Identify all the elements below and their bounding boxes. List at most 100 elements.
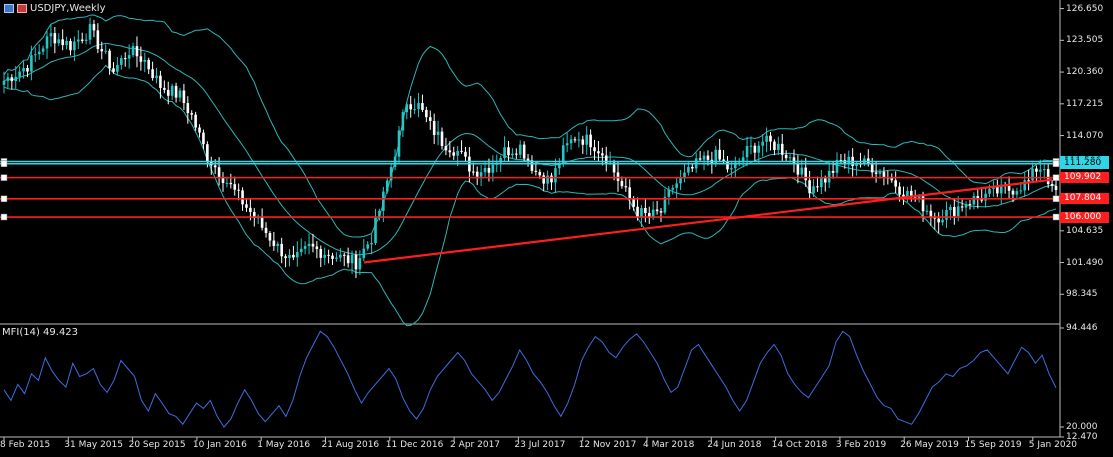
candle-body [839, 160, 843, 162]
candle-body [1019, 190, 1023, 192]
candle-body [714, 149, 718, 164]
candle-body [335, 257, 338, 259]
candle-body [155, 75, 158, 79]
candle-body [444, 145, 448, 151]
candle-body [229, 182, 233, 185]
level-handle-left[interactable] [0, 213, 8, 221]
candle-body [417, 103, 420, 110]
candle-body [953, 207, 956, 217]
candle-body [178, 90, 182, 98]
candle-body [1027, 180, 1030, 182]
candle-body [581, 139, 585, 145]
candle-body [636, 206, 639, 218]
candle-body [303, 245, 307, 249]
candle-body [471, 171, 475, 173]
candle-body [331, 255, 334, 259]
level-handle-right[interactable] [1052, 160, 1060, 167]
candle-body [917, 196, 921, 199]
candle-body [624, 186, 628, 188]
candle-body [757, 145, 761, 153]
candle-body [542, 175, 545, 184]
candle-body [323, 254, 326, 258]
candle-body [769, 135, 772, 142]
candle-body [675, 183, 678, 188]
mfi-line [3, 330, 1057, 428]
level-handle-right[interactable] [1052, 174, 1060, 181]
candle-body [933, 217, 937, 219]
candle-body [346, 255, 350, 264]
candle-body [53, 33, 57, 44]
candle-body [452, 152, 456, 156]
candle-body [671, 187, 675, 190]
candle-body [26, 68, 29, 72]
candle-body [123, 58, 127, 60]
candle-body [996, 186, 999, 194]
candle-body [499, 158, 502, 163]
time-tick-label: 2 Apr 2017 [450, 440, 501, 450]
time-tick-label: 11 Dec 2016 [385, 440, 444, 450]
candle-body [878, 171, 882, 174]
candle-body [448, 150, 452, 153]
candle-body [198, 127, 201, 133]
candle-body [745, 146, 749, 158]
candle-body [526, 158, 530, 161]
candle-body [593, 147, 596, 152]
candle-body [503, 147, 506, 159]
candle-body [812, 186, 815, 194]
candle-body [874, 172, 878, 174]
candle-body [730, 168, 733, 170]
candle-body [1035, 168, 1038, 172]
level-handle-left[interactable] [0, 195, 8, 203]
candle-body [522, 144, 526, 159]
candle-body [479, 172, 483, 177]
candle-body [354, 254, 358, 270]
candle-body [718, 149, 721, 160]
candle-body [651, 209, 655, 218]
level-handle-left[interactable] [0, 174, 8, 181]
level-handle-left[interactable] [0, 160, 8, 167]
candle-body [358, 258, 362, 270]
candle-body [194, 114, 197, 128]
candle-body [726, 161, 729, 170]
candle-body [456, 150, 459, 156]
candle-body [921, 196, 925, 212]
candle-body [57, 39, 61, 44]
candle-body [546, 175, 549, 184]
candle-body [460, 150, 463, 152]
candle-body [339, 254, 342, 258]
bollinger-upper-band [3, 14, 1057, 238]
candle-body [382, 191, 385, 211]
candle-body [6, 77, 10, 81]
candle-body [104, 50, 107, 52]
candle-body [561, 145, 565, 164]
candle-body [483, 167, 487, 173]
time-tick-label: 5 Jan 2020 [1028, 440, 1078, 450]
level-handle-right[interactable] [1052, 213, 1060, 221]
candle-body [1007, 185, 1011, 191]
candle-body [436, 131, 440, 136]
candle-body [249, 207, 252, 213]
trendline[interactable] [363, 178, 1053, 264]
candle-body [941, 219, 944, 223]
candle-body [616, 172, 620, 181]
candle-body [245, 204, 248, 208]
candle-body [808, 180, 811, 194]
candle-body [632, 198, 635, 207]
candle-body [166, 89, 170, 96]
candle-body [276, 243, 280, 246]
candle-body [421, 103, 424, 110]
candle-body [14, 76, 18, 82]
candle-body [777, 143, 780, 150]
candle-body [131, 46, 135, 56]
candle-body [139, 56, 143, 62]
level-handle-right[interactable] [1052, 195, 1060, 203]
candle-body [831, 170, 835, 173]
candle-body [288, 254, 291, 259]
candle-body [573, 139, 577, 141]
candle-body [237, 189, 240, 191]
candle-body [906, 190, 909, 198]
candle-body [374, 216, 377, 244]
candle-body [937, 218, 940, 223]
